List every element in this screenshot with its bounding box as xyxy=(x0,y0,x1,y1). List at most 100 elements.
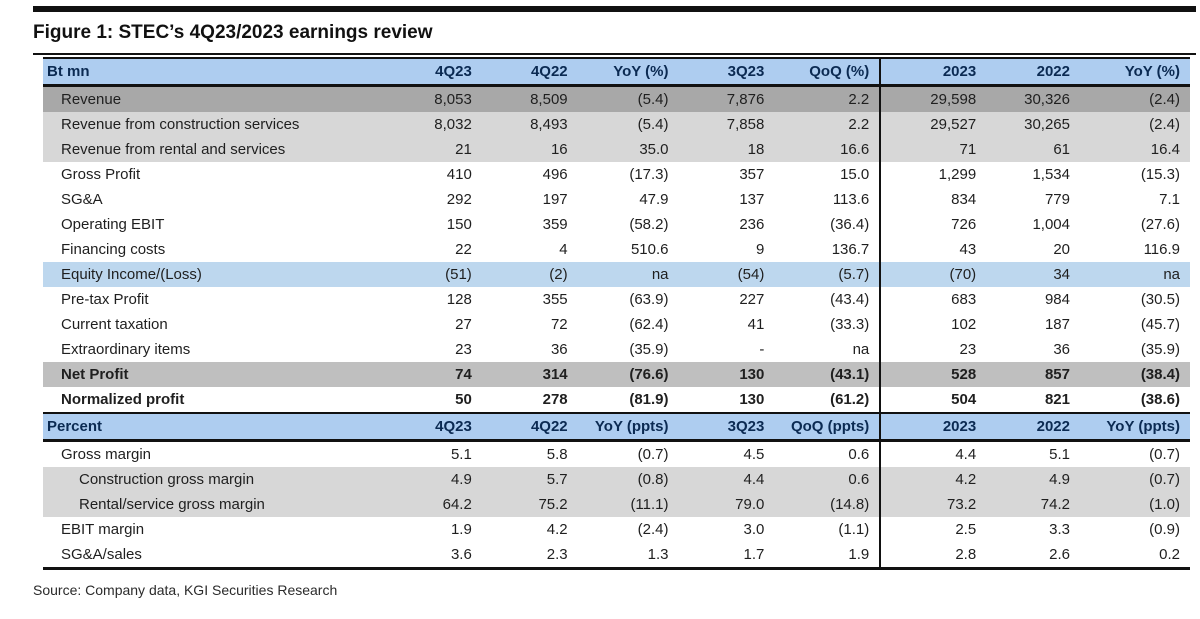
cell-value: 683 xyxy=(951,291,977,308)
cell-value: 197 xyxy=(542,191,568,208)
row-label: Financing costs xyxy=(61,241,166,258)
cell-value: (35.9) xyxy=(629,341,669,358)
cell-value: 36 xyxy=(1053,341,1070,358)
cell-value: 504 xyxy=(951,391,977,408)
cell-value: (11.1) xyxy=(577,492,679,517)
cell-value: 3.3 xyxy=(1049,521,1070,538)
cell-value: 16 xyxy=(481,137,578,162)
row-label: Normalized profit xyxy=(61,391,185,408)
cell-value: (2.4) xyxy=(637,521,669,538)
cell-value: 726 xyxy=(951,216,977,233)
cell-value: 0.6 xyxy=(774,440,882,467)
cell-value: 16.6 xyxy=(774,137,882,162)
cell-value: 1,004 xyxy=(1032,216,1070,233)
cell-value: 35.0 xyxy=(577,137,679,162)
cell-value: 20 xyxy=(1053,241,1070,258)
row-label: Construction gross margin xyxy=(43,467,386,492)
table-row: Rental/service gross margin 64.2 75.2 (11.1… xyxy=(43,492,1190,517)
cell-value: (58.2) xyxy=(629,216,669,233)
row-label: Revenue from construction services xyxy=(43,112,386,137)
cell-value: (14.8) xyxy=(774,492,882,517)
cell-value: (63.9) xyxy=(629,291,669,308)
table-row: Operating EBIT 150 359 (58.2) 236 (36.4) 726 1,… xyxy=(43,212,1190,237)
cell-value: 1,299 xyxy=(938,166,977,183)
cell-value: 4 xyxy=(559,241,568,258)
table-row: Financing costs 22 4 510.6 9 136.7 43 20 116.9 xyxy=(43,237,1190,262)
earnings-table: Bt mn 4Q23 4Q22 YoY (%) 3Q23 QoQ (%) 202… xyxy=(43,57,1190,570)
title-rule xyxy=(33,53,1196,55)
cell-value: 34 xyxy=(986,262,1080,287)
row-label: Gross Profit xyxy=(61,166,141,183)
row-label: Current taxation xyxy=(61,316,168,333)
cell-value: 1.9 xyxy=(450,521,472,538)
cell-value: 71 xyxy=(880,137,987,162)
cell-value: 2.2 xyxy=(774,112,882,137)
cell-value: 29,527 xyxy=(880,112,987,137)
row-label: Rental/service gross margin xyxy=(43,492,386,517)
header-2023-pct: 2023 xyxy=(880,412,987,442)
table-row: Revenue 8,053 8,509 (5.4) 7,876 2.2 29,598 30,3… xyxy=(43,85,1190,112)
cell-value: (0.9) xyxy=(1149,521,1180,538)
cell-value: 61 xyxy=(986,137,1080,162)
cell-value: 9 xyxy=(756,241,765,258)
cell-value: 137 xyxy=(739,191,765,208)
cell-value: (51) xyxy=(385,262,482,287)
cell-value: 15.0 xyxy=(774,162,882,187)
row-label: Equity Income/(Loss) xyxy=(43,262,386,287)
cell-value: 8,509 xyxy=(481,85,578,112)
cell-value: 236 xyxy=(739,216,765,233)
cell-value: 27 xyxy=(455,316,472,333)
cell-value: 292 xyxy=(446,191,472,208)
cell-value: 41 xyxy=(747,316,765,333)
cell-value: 1,534 xyxy=(1032,166,1070,183)
cell-value: (33.3) xyxy=(774,312,882,337)
header-yoy-ppts-annual: YoY (ppts) xyxy=(1080,412,1190,442)
table-row: Revenue from rental and services 21 16 35.0… xyxy=(43,137,1190,162)
cell-value: (62.4) xyxy=(629,316,669,333)
cell-value: 5.1 xyxy=(450,446,472,463)
cell-value: (81.9) xyxy=(629,391,669,408)
cell-value: 130 xyxy=(739,391,765,408)
header-2022: 2022 xyxy=(986,57,1080,87)
cell-value: 102 xyxy=(951,316,977,333)
cell-value: 22 xyxy=(455,241,472,258)
cell-value: 75.2 xyxy=(481,492,578,517)
row-label: Revenue xyxy=(43,85,386,112)
cell-value: 0.6 xyxy=(774,467,882,492)
cell-value: 47.9 xyxy=(639,191,669,208)
row-label: Pre-tax Profit xyxy=(61,291,149,308)
header-qoq-ppts: QoQ (ppts) xyxy=(774,412,882,442)
cell-value: (30.5) xyxy=(1140,291,1180,308)
cell-value: (27.6) xyxy=(1140,216,1180,233)
cell-value: 30,265 xyxy=(986,112,1080,137)
cell-value: na xyxy=(1080,262,1190,287)
cell-value: (0.7) xyxy=(1080,467,1190,492)
cell-value: 834 xyxy=(951,191,977,208)
cell-value: 496 xyxy=(542,166,568,183)
cell-value: 4.2 xyxy=(880,467,987,492)
cell-value: 5.8 xyxy=(546,446,568,463)
header-2023: 2023 xyxy=(880,57,987,87)
cell-value: 2.8 xyxy=(880,542,987,570)
cell-value: (38.6) xyxy=(1140,391,1180,408)
cell-value: (2.4) xyxy=(1080,112,1190,137)
cell-value: na xyxy=(577,262,679,287)
header-yoy-ppts: YoY (ppts) xyxy=(577,412,679,442)
cell-value: 36 xyxy=(550,341,568,358)
cell-value: 130 xyxy=(678,362,775,387)
cell-value: 227 xyxy=(739,291,765,308)
cell-value: 1.3 xyxy=(577,542,679,570)
cell-value: 8,493 xyxy=(481,112,578,137)
table-row: EBIT margin 1.9 4.2 (2.4) 3.0 (1.1) 2.5 3.3 (0.9… xyxy=(43,517,1190,542)
percent-header-row: Percent 4Q23 4Q22 YoY (ppts) 3Q23 QoQ (p… xyxy=(43,412,1190,442)
cell-value: (76.6) xyxy=(577,362,679,387)
cell-value: 2.6 xyxy=(986,542,1080,570)
header-yoy-pct-annual: YoY (%) xyxy=(1080,57,1190,87)
cell-value: (45.7) xyxy=(1140,316,1180,333)
cell-value: (38.4) xyxy=(1080,362,1190,387)
cell-value: 0.2 xyxy=(1080,542,1190,570)
cell-value: (1.1) xyxy=(774,517,882,542)
header-bt-mn: Bt mn xyxy=(43,57,386,87)
cell-value: 4.2 xyxy=(546,521,568,538)
cell-value: 2.3 xyxy=(481,542,578,570)
